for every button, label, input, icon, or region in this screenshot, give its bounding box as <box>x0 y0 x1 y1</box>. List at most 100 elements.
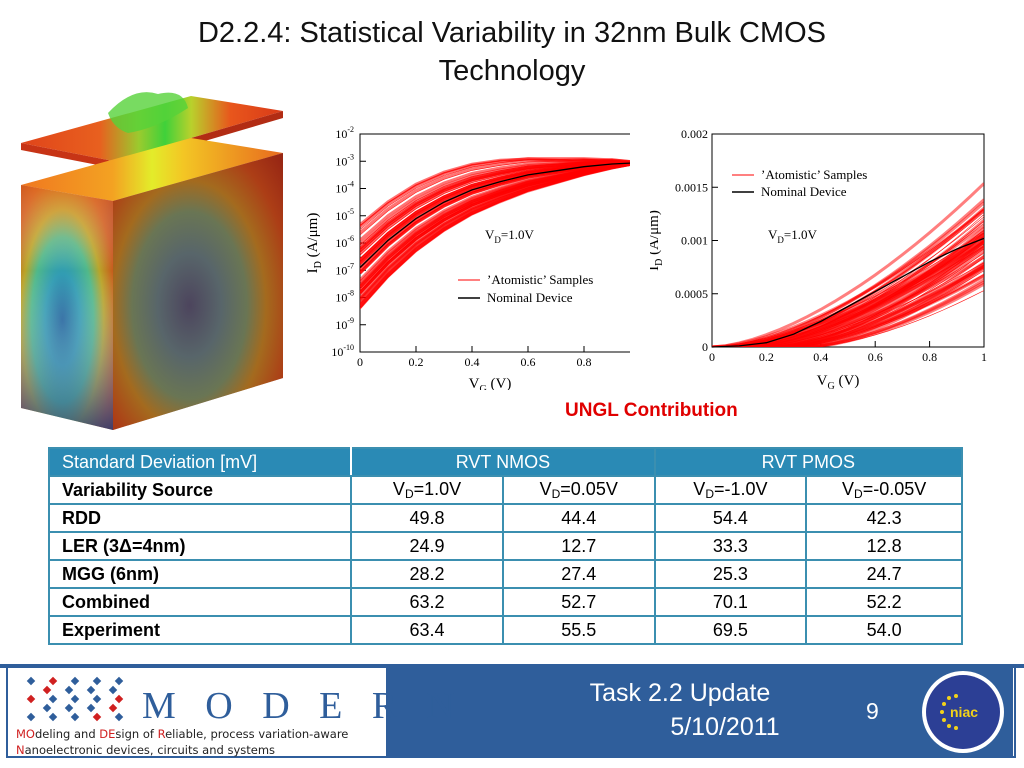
sample-curve <box>360 159 630 242</box>
row-value: 52.2 <box>805 587 963 617</box>
y-tick-label: 0 <box>702 340 708 354</box>
tagline-line-1: MOdeling and DEsign of Reliable, process… <box>16 727 349 741</box>
header-std-dev: Standard Deviation [mV] <box>47 447 353 477</box>
row-value: 12.7 <box>501 531 656 561</box>
y-tick-label: 10-4 <box>335 180 354 196</box>
row-value: 54.0 <box>805 615 963 645</box>
logo-diamond <box>64 703 74 713</box>
sample-curve <box>712 198 984 347</box>
subheader-col: VD=0.05V <box>501 475 656 505</box>
row-label: Combined <box>47 587 353 617</box>
x-tick-label: 0.2 <box>409 355 424 369</box>
sample-curve <box>712 182 984 347</box>
id-vg-linear-chart: 0 0.2 0.4 0.6 0.8 1 0.002 0.0015 0.001 0.0005 0 ’At… <box>650 127 987 390</box>
subheader-col: VD=-0.05V <box>805 475 963 505</box>
row-value: 27.4 <box>501 559 656 589</box>
x-tick-label: 0.4 <box>813 350 828 364</box>
logo-diamond <box>26 694 36 704</box>
logo-diamond <box>42 685 52 695</box>
header-nmos: RVT NMOS <box>350 447 656 477</box>
y-tick-label: 0.001 <box>681 234 708 248</box>
logo-diamond <box>42 703 52 713</box>
logo-diamond <box>92 676 102 686</box>
task-date: 5/10/2011 <box>670 713 780 741</box>
x-tick-label: 0.8 <box>922 350 937 364</box>
task-title: Task 2.2 Update <box>589 679 771 707</box>
table-row: MGG (6nm) 28.2 27.4 25.3 24.7 <box>47 559 963 589</box>
y-tick-label: 10-6 <box>335 234 354 250</box>
row-value: 24.7 <box>805 559 963 589</box>
logo-diamond <box>114 694 124 704</box>
ungl-contribution-label: UNGL Contribution <box>565 400 738 421</box>
table-row: Combined 63.2 52.7 70.1 52.2 <box>47 587 963 617</box>
y-tick-label: 10-8 <box>335 289 354 305</box>
row-value: 49.8 <box>350 503 504 533</box>
y-tick-label: 10-10 <box>331 343 354 359</box>
table-row: LER (3Δ=4nm) 24.9 12.7 33.3 12.8 <box>47 531 963 561</box>
modern-logo-word: M O D E R N <box>142 685 465 727</box>
x-tick-label: 0.2 <box>759 350 774 364</box>
slide-title: D2.2.4: Statistical Variability in 32nm … <box>0 14 1024 90</box>
modern-logo-tagline: MOdeling and DEsign of Reliable, process… <box>16 726 348 758</box>
row-value: 52.7 <box>501 587 656 617</box>
logo-diamond <box>48 712 58 722</box>
logo-diamond <box>108 685 118 695</box>
legend-sample-label: ’Atomistic’ Samples <box>761 167 867 182</box>
page-number: 9 <box>866 698 879 724</box>
subheader-col: VD=1.0V <box>350 475 504 505</box>
legend-nominal-label: Nominal Device <box>761 184 847 199</box>
row-value: 25.3 <box>653 559 808 589</box>
y-tick-label: 0.002 <box>681 127 708 141</box>
sample-curve <box>712 264 984 347</box>
x-tick-label: 0 <box>709 350 715 364</box>
logo-diamond <box>48 694 58 704</box>
logo-diamond <box>92 694 102 704</box>
sample-curve <box>360 157 630 229</box>
nominal-curve <box>711 237 985 348</box>
sample-curves <box>712 182 984 347</box>
y-tick-label: 0.0015 <box>675 180 708 194</box>
y-tick-label: 0.0005 <box>675 287 708 301</box>
row-label: LER (3Δ=4nm) <box>47 531 353 561</box>
logo-diamond <box>26 676 36 686</box>
footer-frame <box>6 666 1016 758</box>
logo-diamond <box>114 712 124 722</box>
y-tick-label: 10-7 <box>335 261 354 277</box>
vd-annotation: VD=1.0V <box>485 227 534 245</box>
header-pmos: RVT PMOS <box>653 447 964 477</box>
x-tick-label: 0.8 <box>577 355 592 369</box>
logo-diamond <box>114 676 124 686</box>
modern-logo-icon <box>26 676 124 722</box>
sample-curve <box>712 267 984 347</box>
row-value: 44.4 <box>501 503 656 533</box>
table-subheader-row: Variability Source VD=1.0V VD=0.05V VD=-… <box>47 475 963 505</box>
row-value: 24.9 <box>350 531 504 561</box>
sample-curve <box>360 162 630 306</box>
logo-diamond <box>108 703 118 713</box>
logo-diamond <box>70 676 80 686</box>
x-tick-label: 0 <box>357 355 363 369</box>
row-value: 42.3 <box>805 503 963 533</box>
legend-sample-label: ’Atomistic’ Samples <box>487 272 593 287</box>
device-3d-image <box>21 92 283 430</box>
row-label: RDD <box>47 503 353 533</box>
row-value: 54.4 <box>653 503 808 533</box>
y-tick-label: 10-9 <box>335 316 354 332</box>
row-value: 12.8 <box>805 531 963 561</box>
row-label: MGG (6nm) <box>47 559 353 589</box>
logo-diamond <box>64 685 74 695</box>
x-tick-label: 0.6 <box>521 355 536 369</box>
x-tick-label: 0.4 <box>465 355 480 369</box>
subheader-col: VD=-1.0V <box>653 475 808 505</box>
sample-curve <box>712 241 984 347</box>
logo-diamond <box>48 676 58 686</box>
row-value: 28.2 <box>350 559 504 589</box>
row-value: 55.5 <box>501 615 656 645</box>
nominal-curve <box>359 162 630 268</box>
star-ring-icon <box>940 694 958 730</box>
table-row: RDD 49.8 44.4 54.4 42.3 <box>47 503 963 533</box>
niac-logo: niac <box>922 671 1004 753</box>
sample-curve <box>712 290 984 347</box>
table-row: Experiment 63.4 55.5 69.5 54.0 <box>47 615 963 645</box>
y-tick-label: 10-2 <box>335 125 354 141</box>
